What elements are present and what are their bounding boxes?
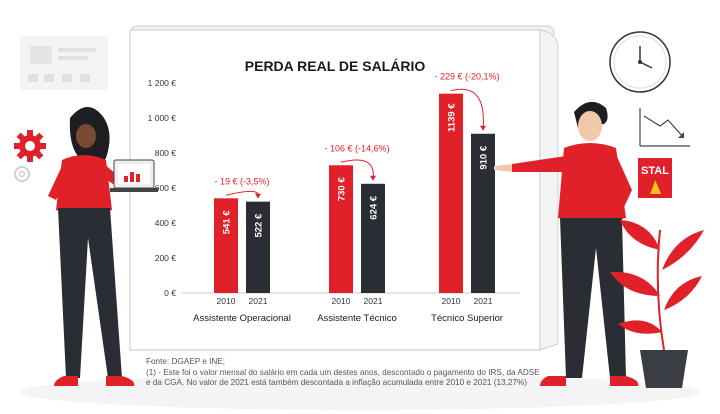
bar-2010	[329, 165, 353, 293]
logo-text: STAL	[641, 165, 669, 177]
bar-value-label: 624 €	[369, 195, 380, 219]
person-man-pointing	[494, 101, 639, 386]
stal-logo: STAL	[638, 158, 672, 198]
delta-arrow	[450, 88, 484, 130]
footnote-line: e da CGA. No valor de 2021 está também d…	[146, 378, 527, 387]
bar-2021	[246, 201, 270, 293]
category-label: Assistente Operacional	[193, 313, 291, 324]
y-tick-label: 1 000 €	[148, 113, 177, 123]
chart-title: PERDA REAL DE SALÁRIO	[245, 58, 426, 74]
plant-decoration	[610, 220, 704, 388]
bar-value-label: 910 €	[479, 145, 490, 169]
source-line: Fonte: DGAEP e INE;	[146, 357, 226, 366]
footnote-line: (1) - Este foi o valor mensal do salário…	[146, 367, 540, 377]
delta-annotation: - 106 € (-14,6%)	[324, 143, 389, 153]
delta-arrowhead	[370, 175, 376, 181]
delta-arrowhead	[255, 193, 261, 199]
y-tick-label: 200 €	[155, 253, 177, 263]
source-note: Fonte: DGAEP e INE; (1) - Este foi o val…	[146, 357, 566, 389]
year-tick-label: 2021	[364, 296, 383, 306]
y-tick-label: 600 €	[155, 183, 177, 193]
year-tick-label: 2021	[249, 296, 268, 306]
year-tick-label: 2010	[332, 296, 351, 306]
bar-2021	[471, 133, 495, 293]
y-tick-label: 800 €	[155, 148, 177, 158]
delta-annotation: - 229 € (-20,1%)	[434, 72, 499, 82]
delta-annotation: - 19 € (-3,5%)	[214, 176, 269, 186]
bar-value-label: 541 €	[222, 210, 233, 234]
trend-down-icon	[639, 108, 690, 147]
clock-icon	[609, 31, 671, 93]
person-woman-with-laptop	[48, 107, 158, 386]
y-tick-label: 1 200 €	[148, 78, 177, 88]
bar-value-label: 730 €	[337, 177, 348, 201]
gear-icon	[14, 130, 46, 162]
bar-2010	[439, 93, 463, 293]
background-decor	[20, 36, 700, 410]
bar-2010	[214, 198, 238, 293]
y-tick-label: 400 €	[155, 218, 177, 228]
bar-value-label: 1139 €	[447, 103, 458, 132]
y-tick-label: 0 €	[164, 288, 176, 298]
gear-icon	[14, 166, 30, 182]
year-tick-label: 2010	[442, 296, 461, 306]
category-label: Técnico Superior	[431, 313, 503, 324]
year-tick-label: 2021	[474, 296, 493, 306]
delta-arrow	[340, 159, 374, 180]
category-label: Assistente Técnico	[317, 313, 397, 324]
bar-2021	[361, 183, 385, 293]
bar-groups: 541 € 2010 522 € 2021 Assistente Operacional…	[193, 72, 503, 324]
delta-arrowhead	[480, 125, 486, 131]
year-tick-label: 2010	[217, 296, 236, 306]
bar-value-label: 522 €	[254, 213, 265, 237]
